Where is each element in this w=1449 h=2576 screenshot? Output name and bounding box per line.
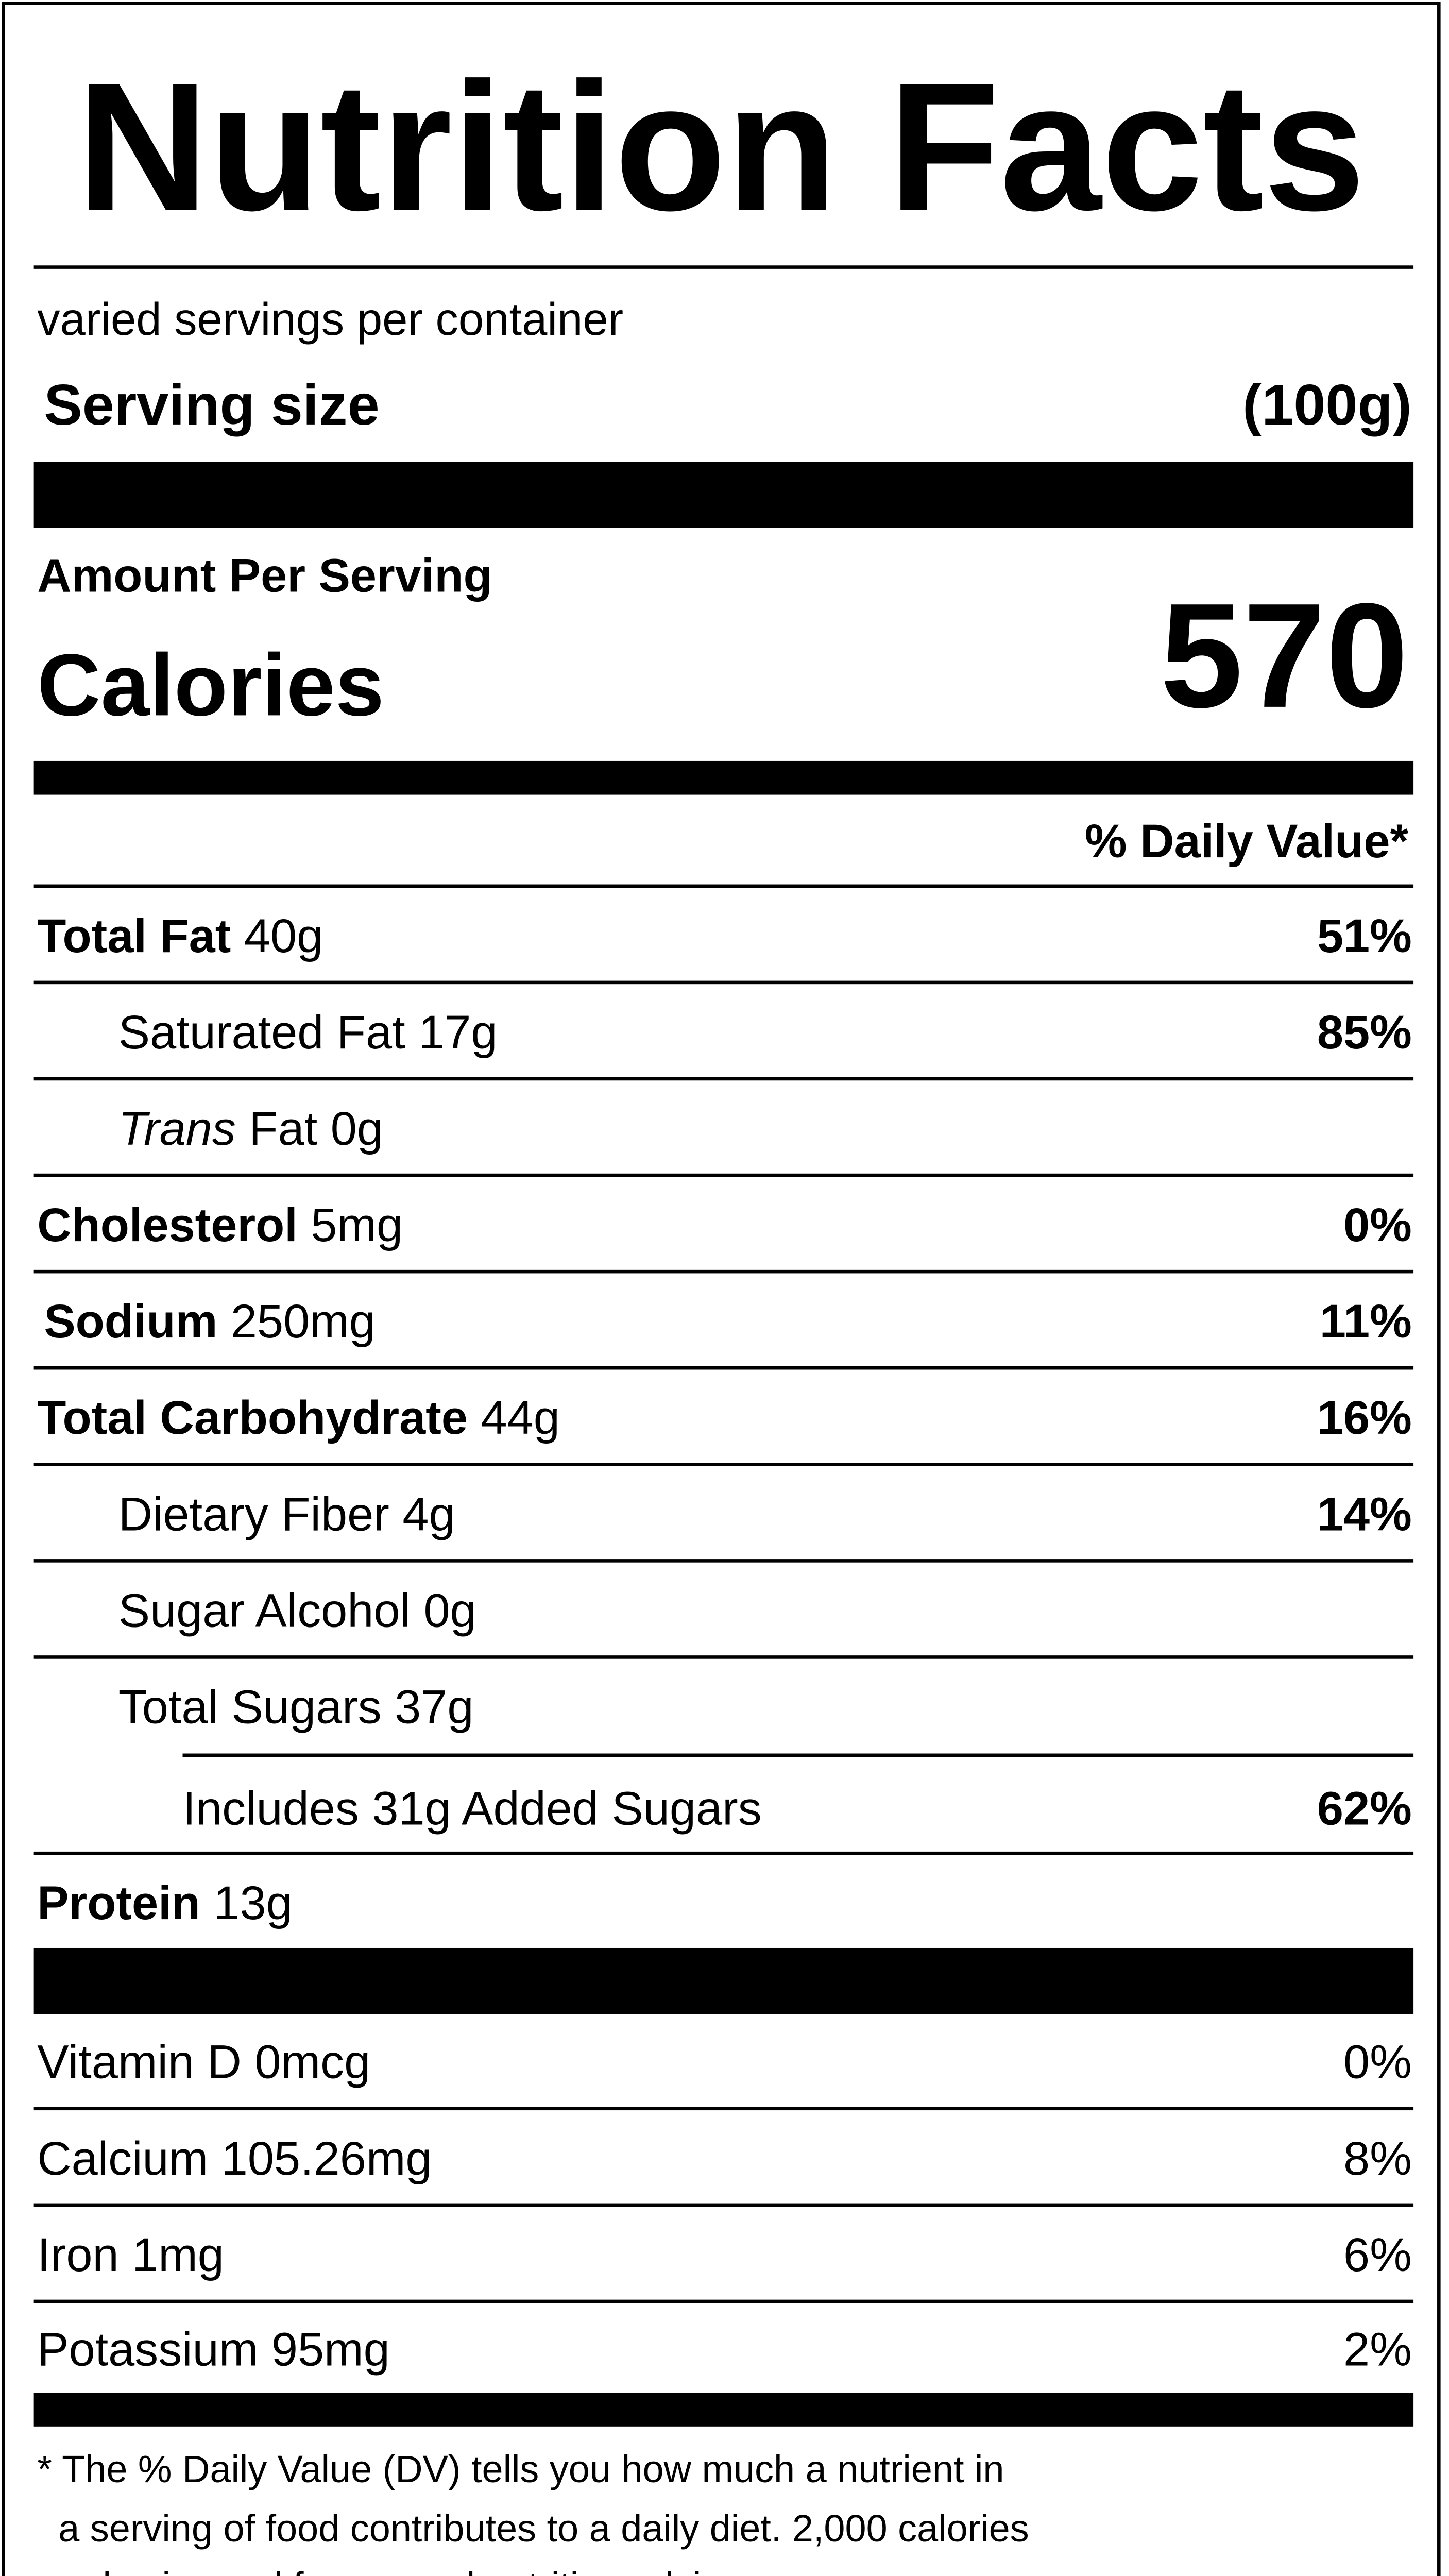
footnote-line: a day is used for general nutrition advi… [37, 2558, 1029, 2576]
nutrient-name: Total Sugars [118, 1681, 382, 1734]
vitamin-amount: 1mg [132, 2228, 224, 2281]
iron: Iron 1mg [37, 2227, 224, 2285]
vitamin-name: Vitamin D [37, 2036, 242, 2089]
nutrient-amount: 40g [244, 909, 323, 962]
nutrient-cholesterol: Cholesterol 5mg [37, 1197, 403, 1255]
divider [33, 980, 1414, 985]
nutrient-name: Dietary Fiber [118, 1488, 389, 1540]
nutrient-name: Total Fat [37, 909, 231, 962]
daily-value-header: % Daily Value* [1084, 815, 1409, 868]
vitamin-dv: 2% [1343, 2323, 1412, 2376]
vitamin-amount: 105.26mg [221, 2132, 432, 2185]
nutrient-amount: 17g [418, 1006, 498, 1059]
nutrient-name: Sugar Alcohol [118, 1584, 411, 1637]
nutrient-name: Total Carbohydrate [37, 1392, 468, 1444]
nutrient-amount: 250mg [230, 1295, 376, 1348]
nutrient-total-fat: Total Fat 40g [37, 908, 323, 965]
nutrient-dv: 16% [1317, 1392, 1412, 1444]
serving-size-label: Serving size [44, 374, 380, 438]
nutrient-amount: 13g [213, 1877, 293, 1929]
vitamin-amount: 0mcg [254, 2036, 371, 2089]
divider [33, 2203, 1414, 2207]
divider [33, 1269, 1414, 1274]
nutrient-amount: 5mg [311, 1199, 403, 1251]
nutrient-amount: 0g [423, 1584, 476, 1637]
thick-divider [33, 462, 1414, 528]
divider [182, 1753, 1414, 1757]
vitamin-amount: 95mg [271, 2323, 390, 2376]
divider [33, 265, 1414, 269]
divider [33, 884, 1414, 888]
nutrient-name: Sodium [44, 1295, 218, 1348]
vitamin-dv: 8% [1343, 2132, 1412, 2185]
divider [33, 1463, 1414, 1466]
thick-divider [33, 1947, 1414, 2014]
nutrient-added-sugars: Includes 31g Added Sugars [182, 1782, 762, 1835]
medium-divider [33, 2393, 1414, 2427]
vitamin-name: Potassium [37, 2323, 259, 2376]
nutrient-name: Cholesterol [37, 1199, 298, 1251]
nutrient-dietary-fiber: Dietary Fiber 4g [118, 1486, 455, 1544]
amount-per-serving: Amount Per Serving [37, 549, 492, 602]
vitamin-dv: 0% [1343, 2036, 1412, 2089]
footnote: * The % Daily Value (DV) tells you how m… [37, 2442, 1029, 2576]
vitamin-d: Vitamin D 0mcg [37, 2034, 370, 2092]
divider [33, 1655, 1414, 1659]
nutrient-dv: 51% [1317, 909, 1412, 962]
nutrient-amount: 4g [402, 1488, 455, 1540]
footnote-line: * The % Daily Value (DV) tells you how m… [37, 2448, 1004, 2491]
nutrient-saturated-fat: Saturated Fat 17g [118, 1005, 498, 1062]
nutrient-name: Protein [37, 1877, 200, 1929]
divider [33, 1173, 1414, 1177]
calories-label: Calories [37, 637, 384, 736]
vitamin-name: Calcium [37, 2132, 209, 2185]
nutrient-protein: Protein 13g [37, 1875, 293, 1933]
potassium: Potassium 95mg [37, 2321, 390, 2379]
nutrient-name: Fat [249, 1102, 318, 1155]
calories-value: 570 [1160, 571, 1409, 739]
nutrient-amount: 0g [330, 1102, 384, 1155]
serving-size-value: (100g) [1242, 374, 1412, 438]
nutrient-dv: 0% [1343, 1199, 1412, 1251]
nutrient-total-sugars: Total Sugars 37g [118, 1679, 474, 1737]
nutrient-name-italic: Trans [118, 1102, 236, 1155]
nutrient-total-carbohydrate: Total Carbohydrate 44g [37, 1390, 560, 1448]
medium-divider [33, 760, 1414, 795]
divider [33, 2299, 1414, 2303]
nutrient-dv: 85% [1317, 1006, 1412, 1059]
divider [33, 1366, 1414, 1370]
nutrient-dv: 11% [1319, 1295, 1412, 1348]
vitamin-dv: 6% [1343, 2228, 1412, 2281]
label-title: Nutrition Facts [77, 44, 1366, 249]
vitamin-name: Iron [37, 2228, 119, 2281]
nutrient-name: Saturated Fat [118, 1006, 405, 1059]
divider [33, 2107, 1414, 2111]
nutrient-dv: 62% [1317, 1782, 1412, 1835]
divider [33, 1851, 1414, 1855]
nutrient-amount: 37g [395, 1681, 474, 1734]
divider [33, 1077, 1414, 1081]
nutrient-trans-fat: Trans Fat 0g [118, 1101, 383, 1159]
nutrient-sugar-alcohol: Sugar Alcohol 0g [118, 1583, 476, 1640]
servings-per-container: varied servings per container [37, 294, 624, 345]
divider [33, 1559, 1414, 1563]
nutrient-dv: 14% [1317, 1488, 1412, 1540]
nutrient-sodium: Sodium 250mg [44, 1294, 376, 1351]
footnote-line: a serving of food contributes to a daily… [37, 2506, 1029, 2549]
nutrient-amount: 44g [481, 1392, 560, 1444]
calcium: Calcium 105.26mg [37, 2130, 432, 2188]
